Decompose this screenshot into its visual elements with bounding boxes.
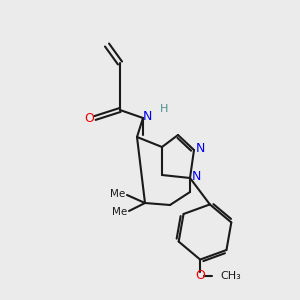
Text: CH₃: CH₃ xyxy=(220,271,241,281)
Text: H: H xyxy=(160,104,168,114)
Text: N: N xyxy=(142,110,152,124)
Text: N: N xyxy=(191,170,201,184)
Text: Me: Me xyxy=(110,189,125,199)
Text: N: N xyxy=(195,142,205,155)
Text: O: O xyxy=(195,269,205,282)
Text: Me: Me xyxy=(112,207,127,217)
Text: O: O xyxy=(84,112,94,124)
